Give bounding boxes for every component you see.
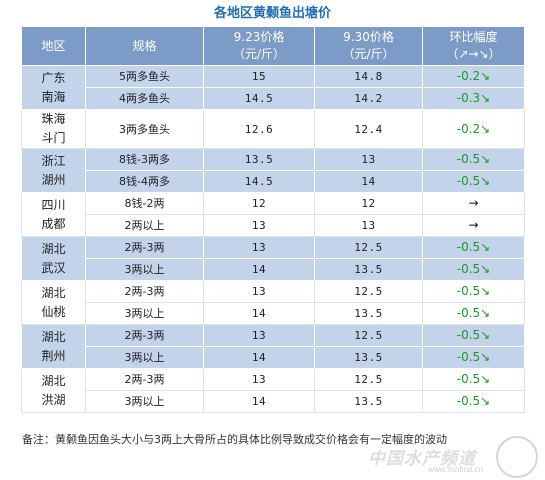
region-cell: 湖北 荆州	[21, 324, 86, 369]
spec-cell: 8钱-3两多	[85, 148, 204, 171]
change-cell: -0.5↘	[422, 148, 525, 171]
price-9-30-cell: 13	[314, 214, 423, 237]
table-row: 3两以上 14 13.5 -0.5↘	[21, 302, 525, 325]
header-spec: 规格	[85, 26, 204, 66]
spec-cell: 3两多鱼头	[85, 109, 204, 149]
watermark-logo: 中国水产频道 www.fishfirst.cn	[368, 436, 543, 478]
price-9-30-cell: 13.5	[314, 346, 423, 369]
change-cell: →	[422, 192, 525, 215]
table-row: 湖北 荆州 2两-3两 13 12.5 -0.5↘	[21, 324, 525, 369]
spec-cell: 2两-3两	[85, 368, 204, 391]
spec-cell: 3两以上	[85, 258, 204, 281]
price-9-30-cell: 14.2	[314, 87, 423, 110]
table-row: 8钱-4两多 14.5 14 -0.5↘	[22, 170, 525, 193]
change-cell: -0.5↘	[422, 390, 525, 413]
price-9-30-cell: 14.8	[314, 65, 423, 88]
watermark-text: 中国水产频道	[368, 449, 476, 469]
price-9-23-cell: 15	[203, 65, 315, 88]
change-cell: -0.5↘	[422, 258, 525, 281]
price-9-23-cell: 13	[203, 368, 315, 391]
price-9-23-cell: 14.5	[203, 87, 315, 110]
price-9-23-cell: 12	[203, 192, 315, 215]
change-cell: -0.5↘	[422, 368, 525, 391]
table-row: 浙江 湖州 8钱-3两多 13.5 13 -0.5↘	[21, 148, 525, 193]
table-row: 湖北 武汉 2两-3两 13 12.5 -0.5↘	[21, 236, 525, 281]
spec-cell: 4两多鱼头	[85, 87, 204, 110]
table-row: 湖北 仙桃 2两-3两 13 12.5 -0.5↘	[21, 280, 525, 325]
price-9-23-cell: 14	[203, 346, 315, 369]
price-9-30-cell: 12.5	[314, 236, 423, 259]
price-9-23-cell: 13	[203, 280, 315, 303]
price-9-30-cell: 14	[314, 170, 423, 193]
change-cell: -0.5↘	[422, 236, 525, 259]
page-title: 各地区黄颡鱼出塘价	[213, 6, 331, 21]
change-cell: -0.5↘	[422, 280, 525, 303]
spec-cell: 2两以上	[85, 214, 204, 237]
header-price-1: 9.23价格 （元/斤）	[203, 26, 315, 66]
header-price-2: 9.30价格 （元/斤）	[314, 26, 423, 66]
header-change: 环比幅度 （↗→↘）	[422, 26, 525, 66]
change-cell: →	[422, 214, 525, 237]
change-cell: -0.5↘	[422, 324, 525, 347]
price-9-30-cell: 13.5	[314, 390, 423, 413]
region-cell: 湖北 武汉	[21, 236, 86, 281]
price-9-30-cell: 13	[314, 148, 423, 171]
change-cell: -0.5↘	[422, 302, 525, 325]
price-9-23-cell: 14	[203, 258, 315, 281]
spec-cell: 8钱-4两多	[85, 170, 204, 193]
price-9-30-cell: 13.5	[314, 258, 423, 281]
price-9-30-cell: 12	[314, 192, 423, 215]
table-row: 珠海 斗门 3两多鱼头 12.6 12.4 -0.2↘	[21, 109, 525, 149]
price-9-23-cell: 13	[203, 214, 315, 237]
price-9-30-cell: 12.5	[314, 280, 423, 303]
table-row: 四川 成都 8钱-2两 12 12 →	[21, 192, 525, 237]
price-9-23-cell: 13.5	[203, 148, 315, 171]
table-row: 3两以上 14 13.5 -0.5↘	[21, 390, 525, 413]
price-9-23-cell: 14.5	[203, 170, 315, 193]
change-cell: -0.5↘	[422, 346, 525, 369]
price-9-23-cell: 14	[203, 302, 315, 325]
spec-cell: 5两多鱼头	[85, 65, 204, 88]
spec-cell: 2两-3两	[85, 236, 204, 259]
price-9-30-cell: 12.4	[314, 109, 423, 149]
price-9-30-cell: 13.5	[314, 302, 423, 325]
change-cell: -0.5↘	[422, 170, 525, 193]
table-row: 广东 南海 5两多鱼头 15 14.8 -0.2↘	[21, 65, 525, 110]
table-row: 湖北 洪湖 2两-3两 13 12.5 -0.5↘	[21, 368, 525, 413]
price-table: 地区 规格 9.23价格 （元/斤） 9.30价格 （元/斤） 环比幅度 （↗→↘） …	[21, 26, 525, 413]
table-header-row: 地区 规格 9.23价格 （元/斤） 9.30价格 （元/斤） 环比幅度 （↗→↘）	[21, 26, 525, 66]
spec-cell: 8钱-2两	[85, 192, 204, 215]
table-row: 3两以上 14 13.5 -0.5↘	[22, 346, 525, 369]
price-9-23-cell: 14	[203, 390, 315, 413]
spec-cell: 2两-3两	[85, 324, 204, 347]
region-cell: 珠海 斗门	[21, 109, 86, 149]
table-body: 广东 南海 5两多鱼头 15 14.8 -0.2↘ 4两多鱼头 14.5 14.2 -0.3↘ 珠海…	[21, 65, 525, 413]
spec-cell: 3两以上	[85, 302, 204, 325]
region-cell: 四川 成都	[21, 192, 86, 237]
footnote: 备注：黄颡鱼因鱼头大小与3两上大骨所占的具体比例导致成交价格会有一定幅度的波动	[22, 433, 447, 446]
watermark-url: www.fishfirst.cn	[428, 465, 484, 474]
table-row: 2两以上 13 13 →	[21, 214, 525, 237]
spec-cell: 3两以上	[85, 390, 204, 413]
price-9-23-cell: 13	[203, 236, 315, 259]
watermark-circle-icon	[496, 436, 538, 478]
change-cell: -0.3↘	[422, 87, 525, 110]
price-9-23-cell: 12.6	[203, 109, 315, 149]
price-9-30-cell: 12.5	[314, 324, 423, 347]
header-region: 地区	[21, 26, 86, 66]
spec-cell: 3两以上	[85, 346, 204, 369]
region-cell: 广东 南海	[21, 65, 86, 110]
price-9-23-cell: 13	[203, 324, 315, 347]
table-row: 3两以上 14 13.5 -0.5↘	[22, 258, 525, 281]
spec-cell: 2两-3两	[85, 280, 204, 303]
change-cell: -0.2↘	[422, 65, 525, 88]
change-cell: -0.2↘	[422, 109, 525, 149]
table-row: 4两多鱼头 14.5 14.2 -0.3↘	[22, 87, 525, 110]
price-9-30-cell: 12.5	[314, 368, 423, 391]
region-cell: 浙江 湖州	[21, 148, 86, 193]
region-cell: 湖北 仙桃	[21, 280, 86, 325]
region-cell: 湖北 洪湖	[21, 368, 86, 413]
